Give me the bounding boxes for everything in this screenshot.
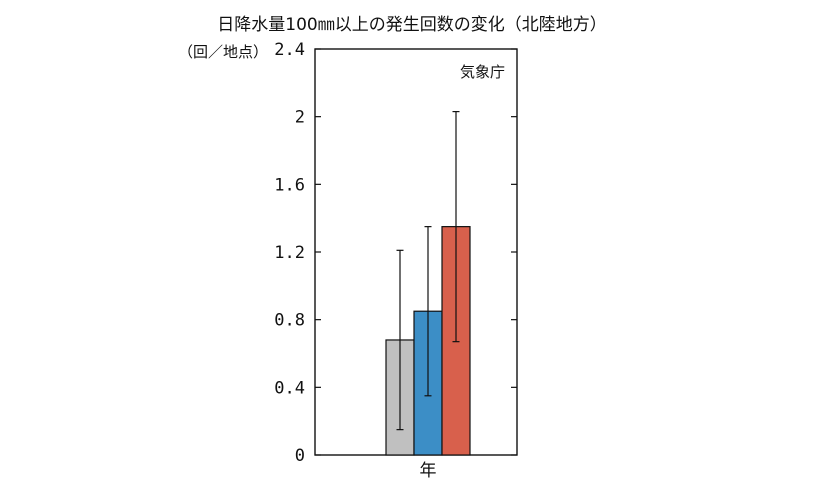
y-tick-label: 1.2 <box>274 243 305 263</box>
y-tick-label: 1.6 <box>274 175 305 195</box>
y-axis-ticks: 0 0.4 0.8 1.2 1.6 2 2.4 <box>274 40 517 466</box>
y-axis-unit-label: （回／地点） <box>178 43 268 61</box>
x-axis-labels: 年 <box>420 461 437 481</box>
source-label: 気象庁 <box>460 63 505 81</box>
x-category-label: 年 <box>420 461 437 481</box>
y-tick-label: 2 <box>295 108 305 128</box>
y-tick-label: 0.8 <box>274 311 305 331</box>
y-tick-label: 0 <box>295 446 305 466</box>
y-tick-label: 2.4 <box>274 40 305 60</box>
bars <box>385 110 471 456</box>
y-tick-label: 0.4 <box>274 378 305 398</box>
chart-title: 日降水量100㎜以上の発生回数の変化（北陸地方） <box>217 15 606 35</box>
